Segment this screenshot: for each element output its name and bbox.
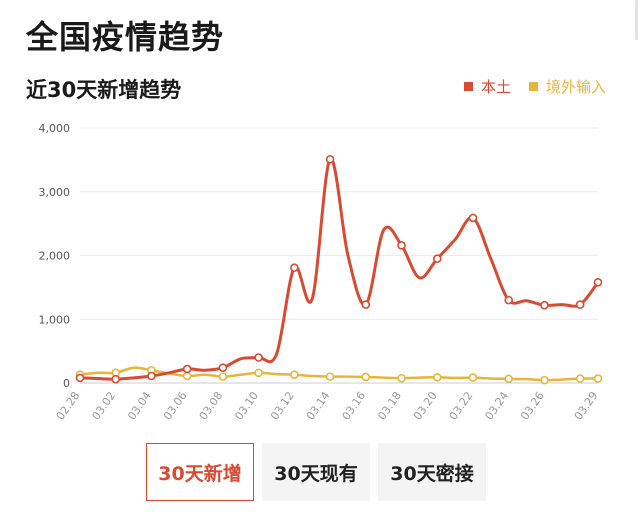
- data-point-local: [325, 154, 335, 164]
- y-tick-label: 4,000: [39, 122, 71, 135]
- x-tick-label: 03.10: [232, 389, 261, 422]
- x-tick-label: 03.12: [268, 389, 297, 422]
- data-point-local: [254, 353, 263, 362]
- data-point-imported: [254, 368, 263, 378]
- data-point-local: [75, 373, 85, 383]
- data-point-local: [290, 263, 299, 272]
- x-tick-label: 03.16: [340, 389, 369, 422]
- data-point-local: [218, 363, 228, 373]
- data-point-imported: [290, 370, 299, 380]
- x-tick-label: 03.26: [518, 389, 547, 422]
- legend-label-local: 本土: [480, 78, 511, 96]
- chart-legend: 本土 境外输入: [463, 76, 606, 97]
- data-point-local: [504, 295, 513, 305]
- data-point-imported: [575, 374, 585, 383]
- data-point-local: [540, 300, 549, 310]
- data-point-local: [397, 241, 406, 250]
- data-point-imported: [325, 372, 335, 381]
- x-tick-label: 02.28: [54, 389, 83, 422]
- x-tick-label: 03.06: [161, 389, 190, 422]
- data-point-imported: [540, 375, 549, 385]
- x-tick-label: 03.24: [482, 389, 511, 422]
- data-point-imported: [218, 372, 228, 381]
- page-title: 全国疫情趋势: [26, 18, 225, 56]
- tab-30day-current[interactable]: 30天现有: [262, 443, 370, 501]
- scrollbar[interactable]: [635, 0, 638, 40]
- legend-item-local[interactable]: 本土: [463, 76, 511, 97]
- data-point-local: [361, 300, 371, 309]
- data-point-local: [593, 277, 603, 287]
- legend-item-imported[interactable]: 境外输入: [528, 76, 606, 97]
- data-point-imported: [593, 374, 603, 383]
- tab-30day-new[interactable]: 30天新增: [146, 443, 254, 501]
- tab-30day-contacts[interactable]: 30天密接: [378, 443, 486, 501]
- x-tick-label: 03.14: [304, 389, 333, 422]
- data-point-local: [182, 364, 192, 374]
- data-point-imported: [504, 374, 513, 384]
- data-point-local: [468, 213, 478, 223]
- x-tick-label: 03.04: [125, 389, 154, 422]
- data-point-imported: [468, 373, 478, 382]
- x-tick-label: 03.20: [411, 389, 440, 422]
- section-title: 近30天新增趋势: [26, 78, 182, 102]
- x-tick-label: 03.22: [447, 389, 476, 422]
- x-tick-label: 03.18: [375, 389, 404, 422]
- y-tick-label: 0: [63, 377, 70, 390]
- data-point-local: [111, 374, 121, 384]
- data-point-local: [575, 300, 585, 309]
- tab-bar: 30天新增 30天现有 30天密接: [146, 443, 486, 501]
- data-point-local: [432, 254, 442, 263]
- legend-swatch-imported: [528, 82, 538, 91]
- legend-label-imported: 境外输入: [545, 78, 606, 96]
- data-point-imported: [361, 372, 371, 382]
- data-point-imported: [182, 371, 192, 381]
- y-tick-label: 2,000: [39, 250, 71, 263]
- data-point-imported: [397, 373, 406, 383]
- x-tick-label: 03.02: [89, 389, 118, 422]
- x-tick-label: 03.29: [572, 389, 601, 422]
- x-tick-label: 03.08: [197, 389, 226, 422]
- legend-swatch-local: [463, 82, 473, 91]
- data-point-local: [147, 371, 156, 381]
- y-tick-label: 3,000: [39, 186, 71, 199]
- data-point-imported: [432, 372, 442, 382]
- y-tick-label: 1,000: [39, 313, 71, 326]
